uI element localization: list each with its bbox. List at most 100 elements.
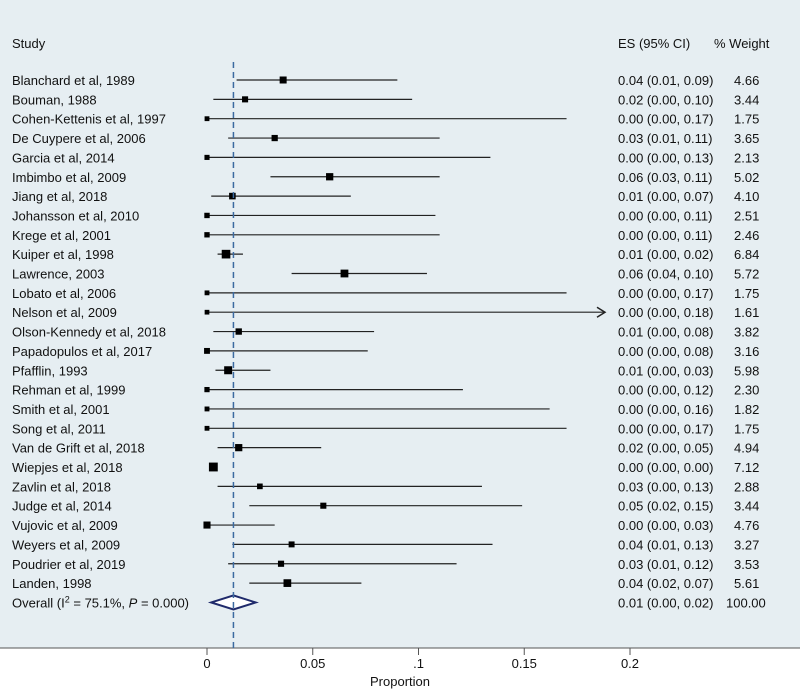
weight-text: 4.66 — [734, 73, 759, 88]
weight-text: 3.27 — [734, 537, 759, 552]
weight-text: 5.98 — [734, 363, 759, 378]
weight-text: 3.82 — [734, 325, 759, 340]
point-estimate-marker — [221, 249, 231, 259]
es-text: 0.05 (0.02, 0.15) — [618, 499, 713, 514]
study-row: Garcia et al, 2014 0.00 (0.00, 0.13) 2.13 — [12, 150, 759, 165]
weight-text: 3.16 — [734, 344, 759, 359]
study-row: Wiepjes et al, 2018 0.00 (0.00, 0.00) 7.12 — [12, 460, 759, 475]
es-text: 0.00 (0.00, 0.08) — [618, 344, 713, 359]
es-text: 0.00 (0.00, 0.11) — [618, 208, 712, 223]
study-label: Johansson et al, 2010 — [12, 208, 139, 223]
weight-text: 5.61 — [734, 576, 759, 591]
study-row: Jiang et al, 2018 0.01 (0.00, 0.07) 4.10 — [12, 189, 759, 204]
es-text: 0.06 (0.04, 0.10) — [618, 267, 713, 282]
weight-text: 7.12 — [734, 460, 759, 475]
study-row: Smith et al, 2001 0.00 (0.00, 0.16) 1.82 — [12, 402, 759, 417]
weight-text: 1.75 — [734, 421, 759, 436]
study-row: Pfafflin, 1993 0.01 (0.00, 0.03) 5.98 — [12, 363, 759, 378]
study-label: Papadopulos et al, 2017 — [12, 344, 152, 359]
study-label: De Cuypere et al, 2006 — [12, 131, 146, 146]
point-estimate-marker — [203, 521, 211, 529]
point-estimate-marker — [204, 232, 210, 238]
header-es: ES (95% CI) — [618, 36, 690, 51]
x-axis-label: Proportion — [370, 674, 430, 689]
point-estimate-marker — [326, 173, 334, 181]
point-estimate-marker — [204, 154, 210, 160]
es-text: 0.02 (0.00, 0.05) — [618, 441, 713, 456]
weight-text: 3.53 — [734, 557, 759, 572]
weight-text: 4.76 — [734, 518, 759, 533]
weight-text: 2.46 — [734, 228, 759, 243]
point-estimate-marker — [320, 502, 327, 509]
study-row: Weyers et al, 2009 0.04 (0.01, 0.13) 3.27 — [12, 537, 759, 552]
weight-text: 4.10 — [734, 189, 759, 204]
weight-text: 3.65 — [734, 131, 759, 146]
study-row: Landen, 1998 0.04 (0.02, 0.07) 5.61 — [12, 576, 759, 591]
study-label: Jiang et al, 2018 — [12, 189, 107, 204]
study-row: Kuiper et al, 1998 0.01 (0.00, 0.02) 6.84 — [12, 247, 759, 262]
overall-weight-text: 100.00 — [726, 595, 766, 610]
study-label: Vujovic et al, 2009 — [12, 518, 118, 533]
point-estimate-marker — [204, 425, 210, 431]
es-text: 0.02 (0.00, 0.10) — [618, 92, 713, 107]
study-label: Wiepjes et al, 2018 — [12, 460, 123, 475]
study-label: Bouman, 1988 — [12, 92, 97, 107]
weight-text: 5.72 — [734, 267, 759, 282]
study-row: Imbimbo et al, 2009 0.06 (0.03, 0.11) 5.02 — [12, 170, 759, 185]
study-label: Lobato et al, 2006 — [12, 286, 116, 301]
weight-text: 2.30 — [734, 383, 759, 398]
weight-text: 1.82 — [734, 402, 759, 417]
study-row: Rehman et al, 1999 0.00 (0.00, 0.12) 2.30 — [12, 383, 759, 398]
study-label: Song et al, 2011 — [12, 421, 106, 436]
x-tick-label: 0.2 — [621, 656, 639, 671]
study-label: Poudrier et al, 2019 — [12, 557, 125, 572]
overall-label: Overall (I2 = 75.1%, P = 0.000) — [12, 594, 189, 610]
point-estimate-marker — [257, 483, 263, 490]
es-text: 0.00 (0.00, 0.17) — [618, 421, 713, 436]
es-text: 0.01 (0.00, 0.08) — [618, 325, 713, 340]
es-text: 0.00 (0.00, 0.17) — [618, 286, 713, 301]
es-text: 0.04 (0.01, 0.13) — [618, 537, 713, 552]
point-estimate-marker — [235, 444, 243, 452]
point-estimate-marker — [208, 462, 218, 472]
study-row: Van de Grift et al, 2018 0.02 (0.00, 0.05… — [12, 441, 759, 456]
es-text: 0.01 (0.00, 0.07) — [618, 189, 713, 204]
point-estimate-marker — [204, 212, 210, 219]
es-text: 0.06 (0.03, 0.11) — [618, 170, 712, 185]
point-estimate-marker — [340, 269, 349, 278]
weight-text: 3.44 — [734, 499, 759, 514]
study-row: Lawrence, 2003 0.06 (0.04, 0.10) 5.72 — [12, 267, 759, 282]
study-label: Garcia et al, 2014 — [12, 150, 115, 165]
ci-arrow — [596, 306, 607, 318]
weight-text: 1.75 — [734, 286, 759, 301]
x-tick-label: .1 — [413, 656, 424, 671]
study-label: Weyers et al, 2009 — [12, 537, 120, 552]
study-row: Zavlin et al, 2018 0.03 (0.00, 0.13) 2.88 — [12, 479, 759, 494]
study-row: Vujovic et al, 2009 0.00 (0.00, 0.03) 4.76 — [12, 518, 759, 533]
es-text: 0.01 (0.00, 0.03) — [618, 363, 713, 378]
point-estimate-marker — [204, 386, 210, 393]
point-estimate-marker — [271, 134, 278, 142]
study-row: De Cuypere et al, 2006 0.03 (0.01, 0.11) 3… — [12, 131, 759, 146]
header-study: Study — [12, 36, 46, 51]
es-text: 0.03 (0.01, 0.12) — [618, 557, 713, 572]
x-tick-label: 0.05 — [300, 656, 325, 671]
study-label: Olson-Kennedy et al, 2018 — [12, 325, 166, 340]
study-row: Lobato et al, 2006 0.00 (0.00, 0.17) 1.75 — [12, 286, 759, 301]
weight-text: 2.13 — [734, 150, 759, 165]
x-tick-label: 0.15 — [512, 656, 537, 671]
point-estimate-marker — [224, 366, 233, 375]
es-text: 0.00 (0.00, 0.16) — [618, 402, 713, 417]
point-estimate-marker — [204, 116, 210, 122]
study-row: Papadopulos et al, 2017 0.00 (0.00, 0.08)… — [12, 344, 759, 359]
study-row: Nelson et al, 2009 0.00 (0.00, 0.18) 1.61 — [12, 305, 759, 320]
weight-text: 2.51 — [734, 208, 759, 223]
point-estimate-marker — [283, 579, 292, 587]
study-row: Cohen-Kettenis et al, 1997 0.00 (0.00, 0.… — [12, 112, 759, 127]
overall-row: Overall (I2 = 75.1%, P = 0.000) 0.01 (0.… — [12, 594, 766, 611]
es-text: 0.04 (0.02, 0.07) — [618, 576, 713, 591]
overall-es-text: 0.01 (0.00, 0.02) — [618, 595, 713, 610]
es-text: 0.00 (0.00, 0.17) — [618, 112, 713, 127]
